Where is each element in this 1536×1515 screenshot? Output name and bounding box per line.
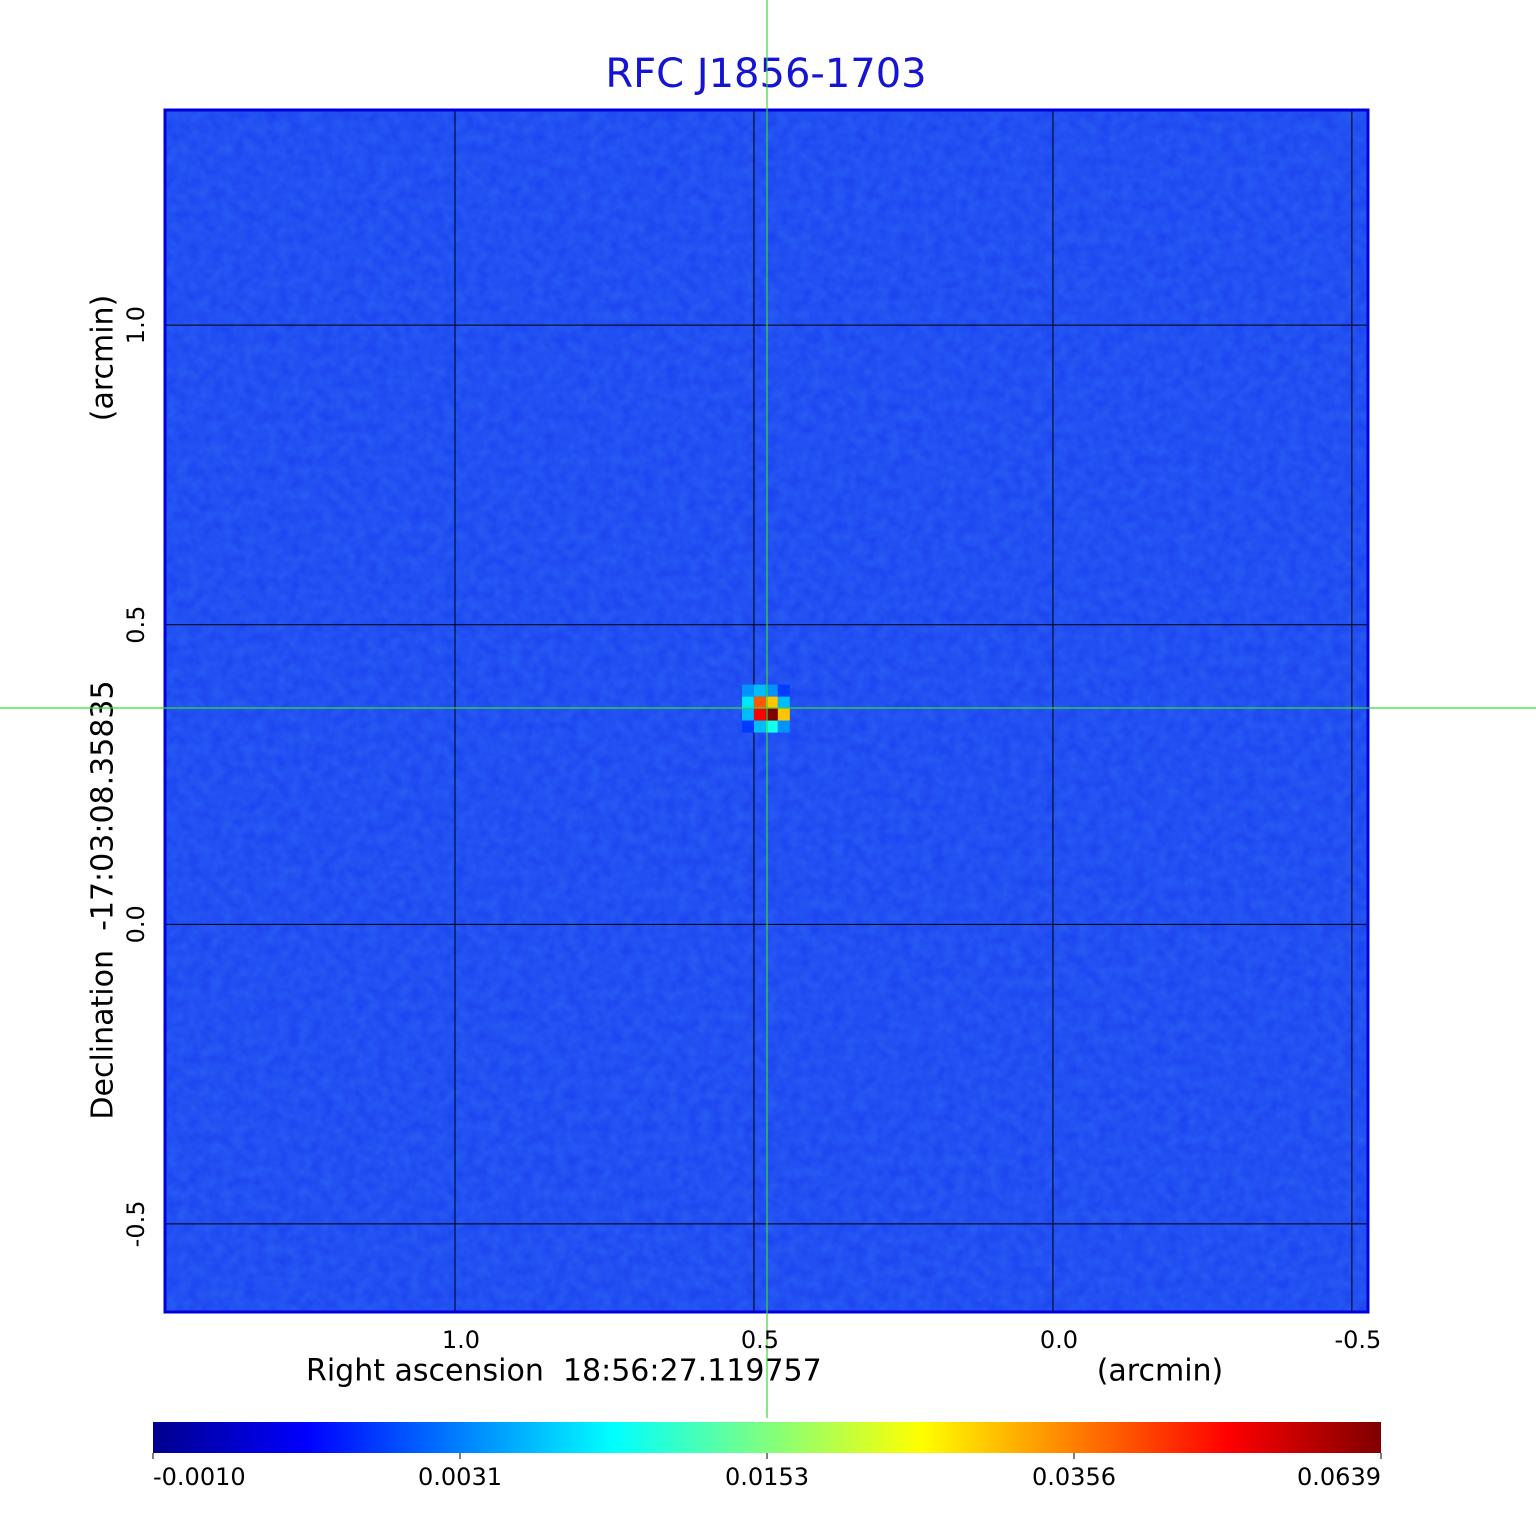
heatmap-cell [765,696,778,709]
heatmap-cell [741,708,754,721]
heatmap-cell [777,708,790,721]
y-tick-label: 1.0 [122,306,150,344]
x-axis-label: Right ascension 18:56:27.119757 [306,1354,822,1389]
y-axis-unit: (arcmin) [86,295,121,422]
heatmap-cell [765,720,778,733]
heatmap-cell [741,696,754,709]
heatmap-cell [777,684,790,697]
heatmap-cell [741,720,754,733]
heatmap-cell [753,696,766,709]
x-tick-label: 1.0 [442,1326,480,1354]
heatmap-cell [753,720,766,733]
heatmap-cell [741,684,754,697]
x-tick-label: -0.5 [1334,1326,1381,1354]
heatmap-cell [753,684,766,697]
chart-title: RFC J1856-1703 [605,51,926,97]
x-tick-label: 0.5 [741,1326,779,1354]
heatmap-cell [777,696,790,709]
y-axis-label: Declination -17:03:08.35835 [86,680,121,1119]
heatmap-cell [753,708,766,721]
y-tick-label: 0.0 [122,905,150,943]
heatmap-cell [777,720,790,733]
colorbar-tick-label: 0.0639 [1297,1463,1381,1491]
colorbar-tick-label: 0.0153 [725,1463,809,1491]
colorbar-tick-label: 0.0031 [418,1463,502,1491]
heatmap-cell [765,708,778,721]
colorbar-tick-label: 0.0356 [1032,1463,1116,1491]
y-tick-label: -0.5 [122,1201,150,1248]
y-tick-label: 0.5 [122,606,150,644]
x-axis-unit: (arcmin) [1097,1354,1224,1389]
colorbar [153,1422,1381,1453]
heatmap-cell [765,684,778,697]
colorbar-tick-label: -0.0010 [153,1463,246,1491]
x-tick-label: 0.0 [1040,1326,1078,1354]
